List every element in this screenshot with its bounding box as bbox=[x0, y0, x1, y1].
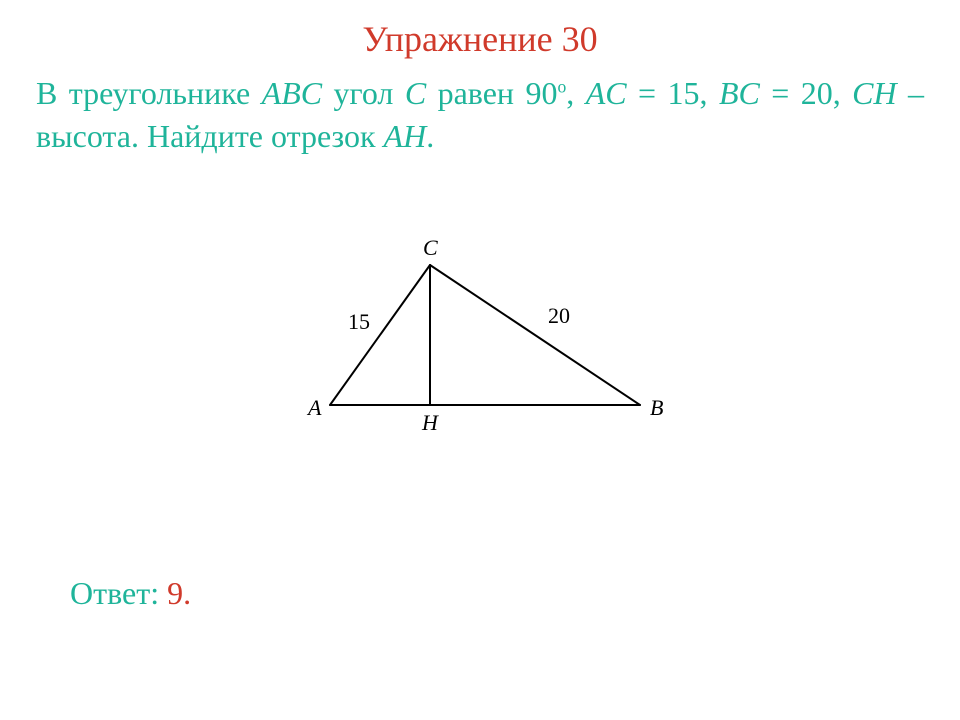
problem-text: = 20, bbox=[760, 75, 852, 111]
problem-ch: CH bbox=[852, 75, 896, 111]
problem-statement: В треугольнике ABC угол C равен 90о, AC … bbox=[36, 72, 924, 158]
problem-text: , bbox=[566, 75, 585, 111]
problem-ac: AC bbox=[586, 75, 627, 111]
problem-text: угол bbox=[322, 75, 405, 111]
degree-superscript: о bbox=[557, 76, 566, 96]
svg-text:20: 20 bbox=[548, 303, 570, 328]
problem-ah: AH bbox=[384, 118, 427, 154]
problem-bc: BC bbox=[719, 75, 760, 111]
svg-text:H: H bbox=[421, 410, 439, 435]
problem-abc: ABC bbox=[262, 75, 322, 111]
answer-value: 9. bbox=[167, 575, 191, 611]
problem-text: = 15, bbox=[627, 75, 719, 111]
problem-text: . bbox=[426, 118, 434, 154]
answer-label: Ответ: bbox=[70, 575, 167, 611]
triangle-diagram: 15 20 A B C H bbox=[290, 235, 670, 445]
svg-text:C: C bbox=[423, 235, 438, 260]
svg-text:A: A bbox=[306, 395, 322, 420]
problem-text: равен 90 bbox=[426, 75, 557, 111]
svg-text:15: 15 bbox=[348, 309, 370, 334]
problem-angle-c: C bbox=[405, 75, 426, 111]
page-title: Упражнение 30 bbox=[0, 18, 960, 60]
problem-text: В треугольнике bbox=[36, 75, 262, 111]
svg-text:B: B bbox=[650, 395, 663, 420]
answer-line: Ответ: 9. bbox=[70, 575, 191, 612]
